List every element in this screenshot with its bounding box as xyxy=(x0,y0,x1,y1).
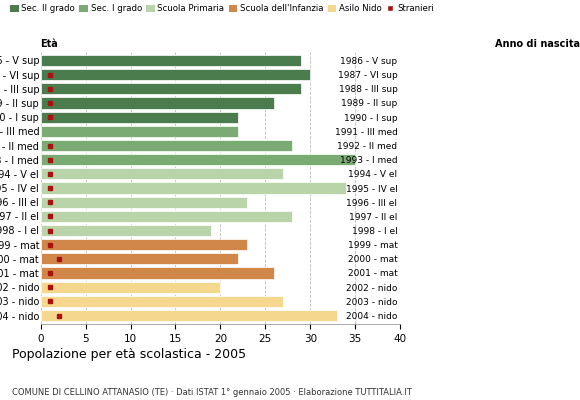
Bar xyxy=(41,310,338,321)
Bar xyxy=(41,69,310,80)
Bar xyxy=(41,140,292,151)
Bar xyxy=(41,112,238,123)
Legend: Sec. II grado, Sec. I grado, Scuola Primaria, Scuola dell'Infanzia, Asilo Nido, : Sec. II grado, Sec. I grado, Scuola Prim… xyxy=(10,4,434,13)
Text: Anno di nascita: Anno di nascita xyxy=(495,39,580,49)
Bar xyxy=(41,268,274,278)
Bar xyxy=(41,225,211,236)
Text: Età: Età xyxy=(41,39,59,49)
Bar xyxy=(41,211,292,222)
Bar xyxy=(41,296,284,307)
Bar xyxy=(41,126,238,137)
Bar xyxy=(41,98,274,108)
Bar xyxy=(41,154,355,165)
Text: COMUNE DI CELLINO ATTANASIO (TE) · Dati ISTAT 1° gennaio 2005 · Elaborazione TUT: COMUNE DI CELLINO ATTANASIO (TE) · Dati … xyxy=(12,388,411,397)
Bar xyxy=(41,182,346,194)
Bar xyxy=(41,282,220,293)
Bar xyxy=(41,83,302,94)
Text: Popolazione per età scolastica - 2005: Popolazione per età scolastica - 2005 xyxy=(12,348,246,361)
Bar xyxy=(41,197,247,208)
Bar xyxy=(41,55,302,66)
Bar xyxy=(41,239,247,250)
Bar xyxy=(41,168,284,179)
Bar xyxy=(41,253,238,264)
